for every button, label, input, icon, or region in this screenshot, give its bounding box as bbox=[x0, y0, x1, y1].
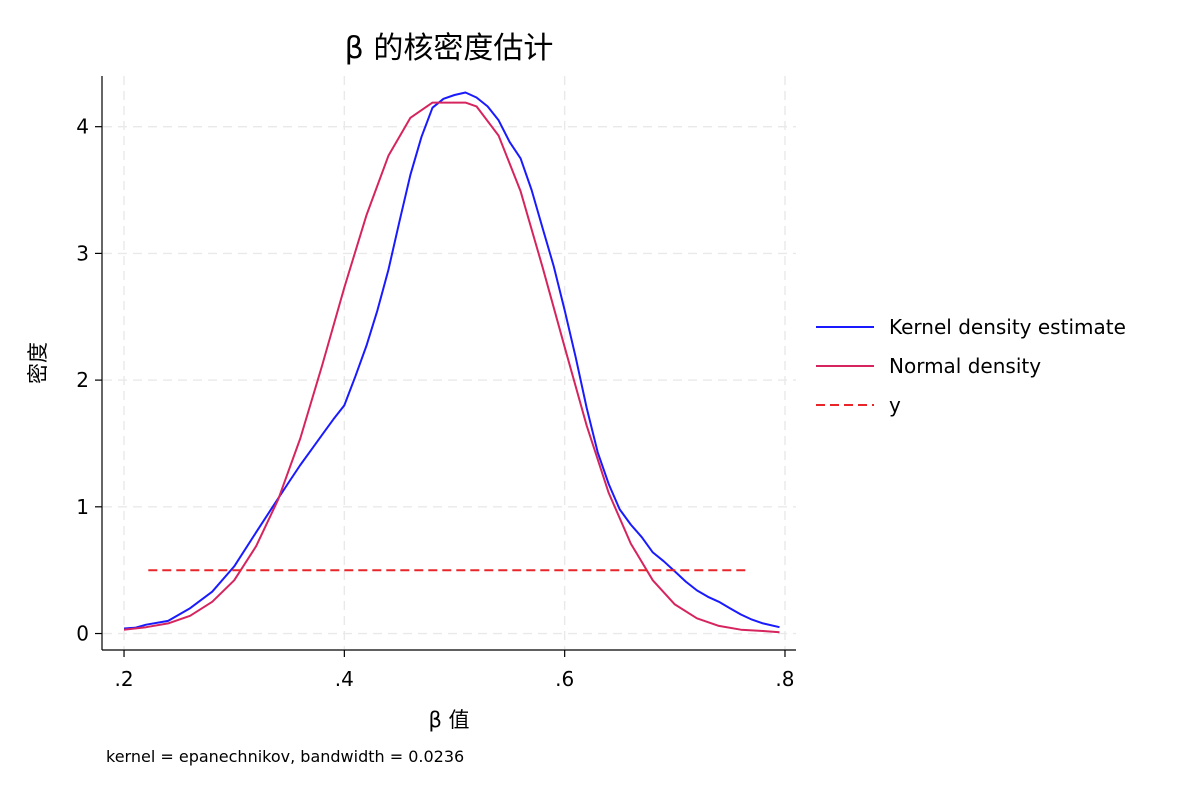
x-axis-ticks: .2 .4 .6 .8 bbox=[114, 650, 795, 691]
chart-note: kernel = epanechnikov, bandwidth = 0.023… bbox=[106, 747, 464, 766]
y-axis-label: 密度 bbox=[26, 342, 50, 384]
y-tick-label: 0 bbox=[76, 622, 89, 646]
legend-label-2: Normal density bbox=[889, 354, 1041, 378]
y-axis-ticks: 0 1 2 3 4 bbox=[76, 115, 102, 646]
grid-lines bbox=[103, 76, 796, 649]
x-tick-label: .4 bbox=[335, 667, 354, 691]
legend-label-3: y bbox=[889, 393, 901, 417]
x-tick-label: .8 bbox=[775, 667, 794, 691]
legend: Kernel density estimate Normal density y bbox=[816, 315, 1126, 417]
x-tick-label: .6 bbox=[555, 667, 574, 691]
chart-title: β 的核密度估计 bbox=[345, 31, 554, 66]
x-axis-label: β 值 bbox=[428, 708, 469, 732]
series-lines bbox=[123, 91, 780, 634]
series-line-2 bbox=[123, 101, 780, 634]
y-tick-label: 2 bbox=[76, 368, 89, 392]
series-line-1 bbox=[123, 91, 780, 630]
legend-label-1: Kernel density estimate bbox=[889, 315, 1126, 339]
y-tick-label: 3 bbox=[76, 241, 89, 265]
y-tick-label: 1 bbox=[76, 495, 89, 519]
x-tick-label: .2 bbox=[114, 667, 133, 691]
y-tick-label: 4 bbox=[76, 115, 89, 139]
